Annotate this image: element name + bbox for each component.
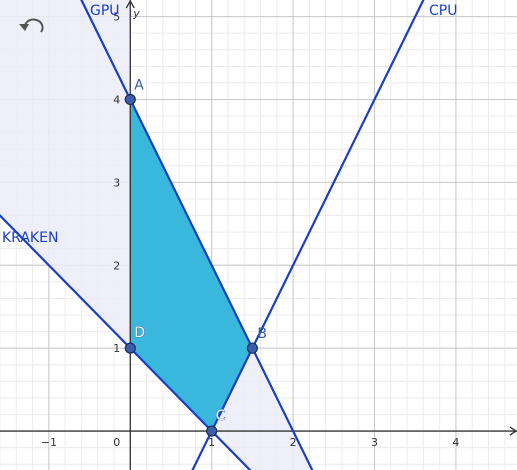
- line-labels: GPU CPU KRAKEN: [2, 3, 457, 246]
- y-tick-label: 5: [113, 11, 120, 24]
- undo-button[interactable]: [16, 14, 46, 40]
- inequality-shade: [0, 215, 313, 470]
- point-b[interactable]: [246, 342, 258, 354]
- line-label-cpu: CPU: [429, 3, 457, 19]
- x-axis-arrow: [509, 426, 517, 436]
- line-label-kraken: KRAKEN: [2, 230, 58, 246]
- point-c[interactable]: [206, 425, 218, 437]
- y-tick-label: 4: [113, 93, 120, 106]
- tick-labels: −1 1 2 3 4 1 2 3 4 5 0 y: [41, 7, 460, 449]
- x-tick-label: 1: [208, 436, 215, 449]
- point-label-a: A: [134, 77, 144, 93]
- x-tick-label: 4: [452, 436, 459, 449]
- y-axis-label: y: [132, 7, 140, 20]
- line-kraken[interactable]: [0, 133, 517, 470]
- point-d[interactable]: [124, 342, 136, 354]
- inequality-shade: [211, 348, 294, 432]
- x-tick-label: −1: [41, 436, 57, 449]
- point-label-c: C: [216, 408, 226, 424]
- points: A B C D: [124, 77, 267, 437]
- line-label-gpu: GPU: [90, 3, 120, 19]
- undo-icon: [19, 18, 44, 33]
- x-tick-label: 3: [371, 436, 378, 449]
- point-label-d: D: [134, 325, 145, 341]
- inequality-shade: [0, 0, 131, 349]
- x-tick-label: 2: [290, 436, 297, 449]
- y-axis-arrow: [125, 0, 135, 9]
- y-tick-label: 3: [113, 176, 120, 189]
- y-tick-label: 2: [113, 259, 120, 272]
- inequality-shading: [0, 0, 313, 470]
- y-tick-label: 1: [113, 342, 120, 355]
- point-a[interactable]: [124, 93, 136, 106]
- origin-label: 0: [113, 436, 120, 449]
- point-label-b: B: [257, 326, 267, 342]
